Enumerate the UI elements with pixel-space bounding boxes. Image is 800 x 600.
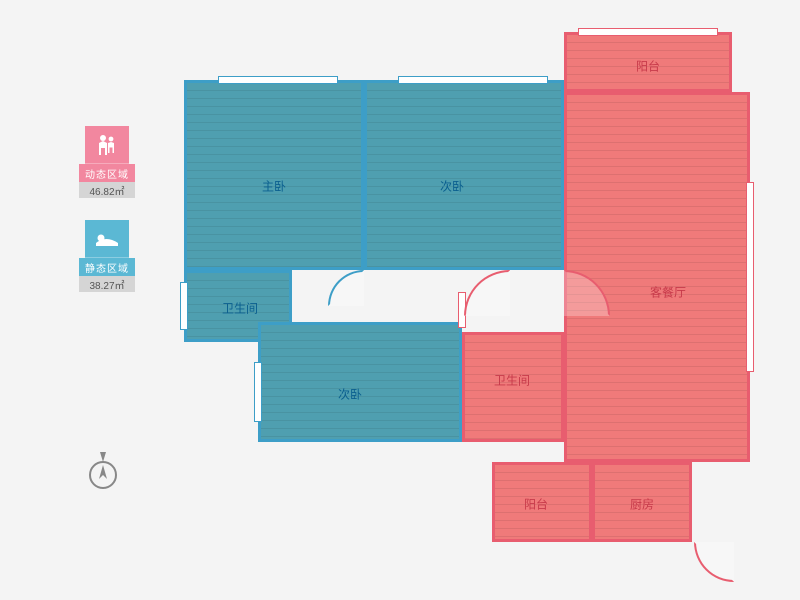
legend-dynamic: 动态区域 46.82㎡ <box>76 126 138 198</box>
door-0 <box>464 270 510 316</box>
room-label-kitchen: 厨房 <box>630 496 654 513</box>
window-4 <box>578 28 718 36</box>
compass-icon <box>86 450 120 497</box>
room-label-second-bed-2: 次卧 <box>338 386 362 403</box>
room-label-bathroom-2: 卫生间 <box>494 372 530 389</box>
room-second-bed-2 <box>258 322 462 442</box>
sleep-icon <box>85 220 129 258</box>
legend-panel: 动态区域 46.82㎡ 静态区域 38.27㎡ <box>76 126 138 314</box>
floor-plan: 阳台客餐厅卫生间厨房阳台主卧次卧卫生间次卧 <box>178 32 768 580</box>
legend-dynamic-value: 46.82㎡ <box>79 182 135 198</box>
room-label-master-bed: 主卧 <box>262 178 286 195</box>
legend-dynamic-label: 动态区域 <box>79 164 135 182</box>
room-label-balcony-bot: 阳台 <box>524 496 548 513</box>
door-2 <box>328 270 364 306</box>
window-1 <box>398 76 548 84</box>
room-label-bathroom-1: 卫生间 <box>222 300 258 317</box>
room-label-living-dining: 客餐厅 <box>650 284 686 301</box>
door-3 <box>694 542 734 582</box>
legend-static-label: 静态区域 <box>79 258 135 276</box>
room-master-bed <box>184 80 364 270</box>
people-icon <box>85 126 129 164</box>
room-label-balcony-top: 阳台 <box>636 58 660 75</box>
window-0 <box>218 76 338 84</box>
window-5 <box>746 182 754 372</box>
legend-static: 静态区域 38.27㎡ <box>76 220 138 292</box>
room-living-dining <box>564 92 750 462</box>
window-3 <box>254 362 262 422</box>
legend-static-value: 38.27㎡ <box>79 276 135 292</box>
room-second-bed-1 <box>364 80 564 270</box>
room-label-second-bed-1: 次卧 <box>440 178 464 195</box>
window-2 <box>180 282 188 330</box>
